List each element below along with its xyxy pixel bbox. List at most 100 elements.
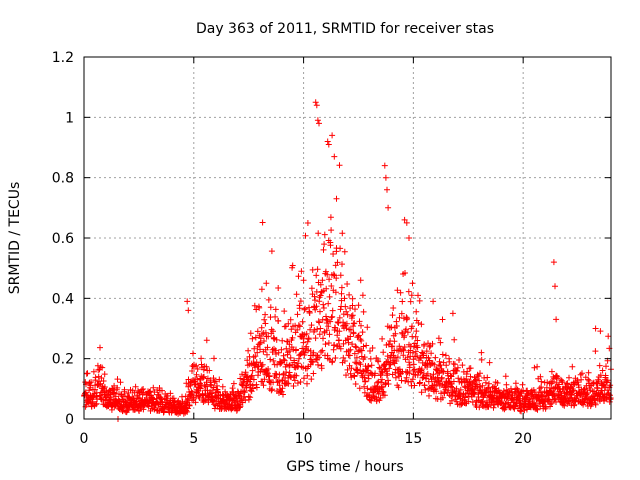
data-point	[332, 289, 339, 296]
data-point	[437, 362, 444, 368]
data-point	[597, 328, 604, 335]
data-point	[280, 391, 286, 398]
data-point	[314, 326, 321, 333]
data-point	[97, 392, 104, 399]
data-point	[403, 374, 410, 381]
data-point	[409, 323, 415, 330]
data-point	[433, 388, 440, 395]
data-point	[325, 323, 332, 330]
data-point	[440, 359, 447, 366]
data-point	[548, 400, 555, 407]
data-point	[585, 376, 592, 383]
data-point	[361, 354, 368, 361]
data-point	[317, 325, 324, 332]
data-point	[337, 306, 344, 313]
data-point	[249, 367, 256, 374]
data-point	[274, 361, 281, 368]
data-point	[450, 378, 457, 385]
data-point	[317, 281, 324, 288]
data-point	[203, 337, 210, 344]
data-point	[325, 340, 332, 346]
data-point	[304, 338, 311, 345]
data-point	[484, 374, 491, 381]
data-point	[302, 305, 309, 312]
data-point	[487, 388, 494, 395]
data-point	[308, 376, 315, 383]
data-point	[502, 373, 509, 380]
data-point	[306, 309, 313, 316]
data-point	[351, 350, 358, 357]
data-point	[304, 380, 310, 387]
data-point	[211, 379, 218, 385]
data-point	[319, 277, 326, 284]
data-point	[304, 372, 311, 379]
data-point	[117, 379, 124, 386]
data-point	[84, 370, 91, 377]
data-point	[312, 99, 319, 106]
data-point	[378, 379, 385, 386]
data-point	[392, 330, 399, 337]
data-point	[119, 404, 126, 411]
data-point	[254, 328, 261, 335]
data-point	[273, 336, 280, 343]
data-point	[267, 356, 274, 363]
data-point	[194, 366, 201, 372]
data-point	[329, 132, 336, 139]
data-point	[334, 259, 341, 266]
data-point	[418, 366, 425, 373]
grid-lines	[84, 57, 611, 419]
x-tick-label: 20	[514, 431, 532, 447]
data-point	[369, 345, 376, 351]
data-point	[323, 313, 329, 320]
data-point	[295, 273, 302, 280]
data-point	[438, 374, 445, 381]
data-point	[190, 350, 196, 357]
data-point	[190, 396, 197, 402]
data-point	[171, 398, 178, 405]
data-point	[293, 291, 300, 298]
data-point	[603, 363, 609, 370]
data-point	[598, 387, 605, 394]
data-point	[532, 401, 539, 408]
data-point	[568, 392, 575, 399]
data-point	[378, 368, 385, 375]
data-point	[297, 379, 304, 385]
data-point	[604, 387, 611, 394]
data-point	[420, 352, 427, 359]
data-point	[243, 384, 250, 391]
data-point	[201, 397, 208, 404]
data-point	[355, 332, 362, 339]
data-point	[184, 298, 191, 305]
data-point	[265, 296, 272, 303]
data-point	[265, 372, 272, 379]
data-point	[283, 345, 290, 352]
data-point	[329, 307, 336, 314]
data-point	[198, 355, 205, 362]
data-point	[308, 322, 315, 329]
data-point	[569, 363, 576, 370]
data-point	[324, 138, 331, 145]
data-point	[302, 349, 308, 356]
data-point	[286, 369, 293, 376]
data-point	[426, 343, 433, 350]
data-point	[270, 328, 276, 335]
data-point	[409, 376, 416, 383]
data-point	[281, 357, 288, 364]
data-point	[287, 354, 294, 361]
data-point	[500, 388, 507, 394]
data-point	[359, 329, 366, 336]
data-point	[402, 270, 408, 276]
data-point	[90, 368, 97, 375]
data-point	[312, 297, 318, 304]
data-point	[325, 141, 332, 148]
data-point	[351, 320, 358, 327]
data-point	[439, 351, 446, 358]
data-point	[604, 377, 611, 384]
data-point	[281, 308, 288, 315]
data-point	[324, 317, 331, 324]
data-point	[385, 204, 392, 211]
data-point	[336, 162, 343, 169]
data-point	[391, 338, 398, 345]
data-point	[290, 383, 297, 389]
data-point	[244, 357, 251, 364]
